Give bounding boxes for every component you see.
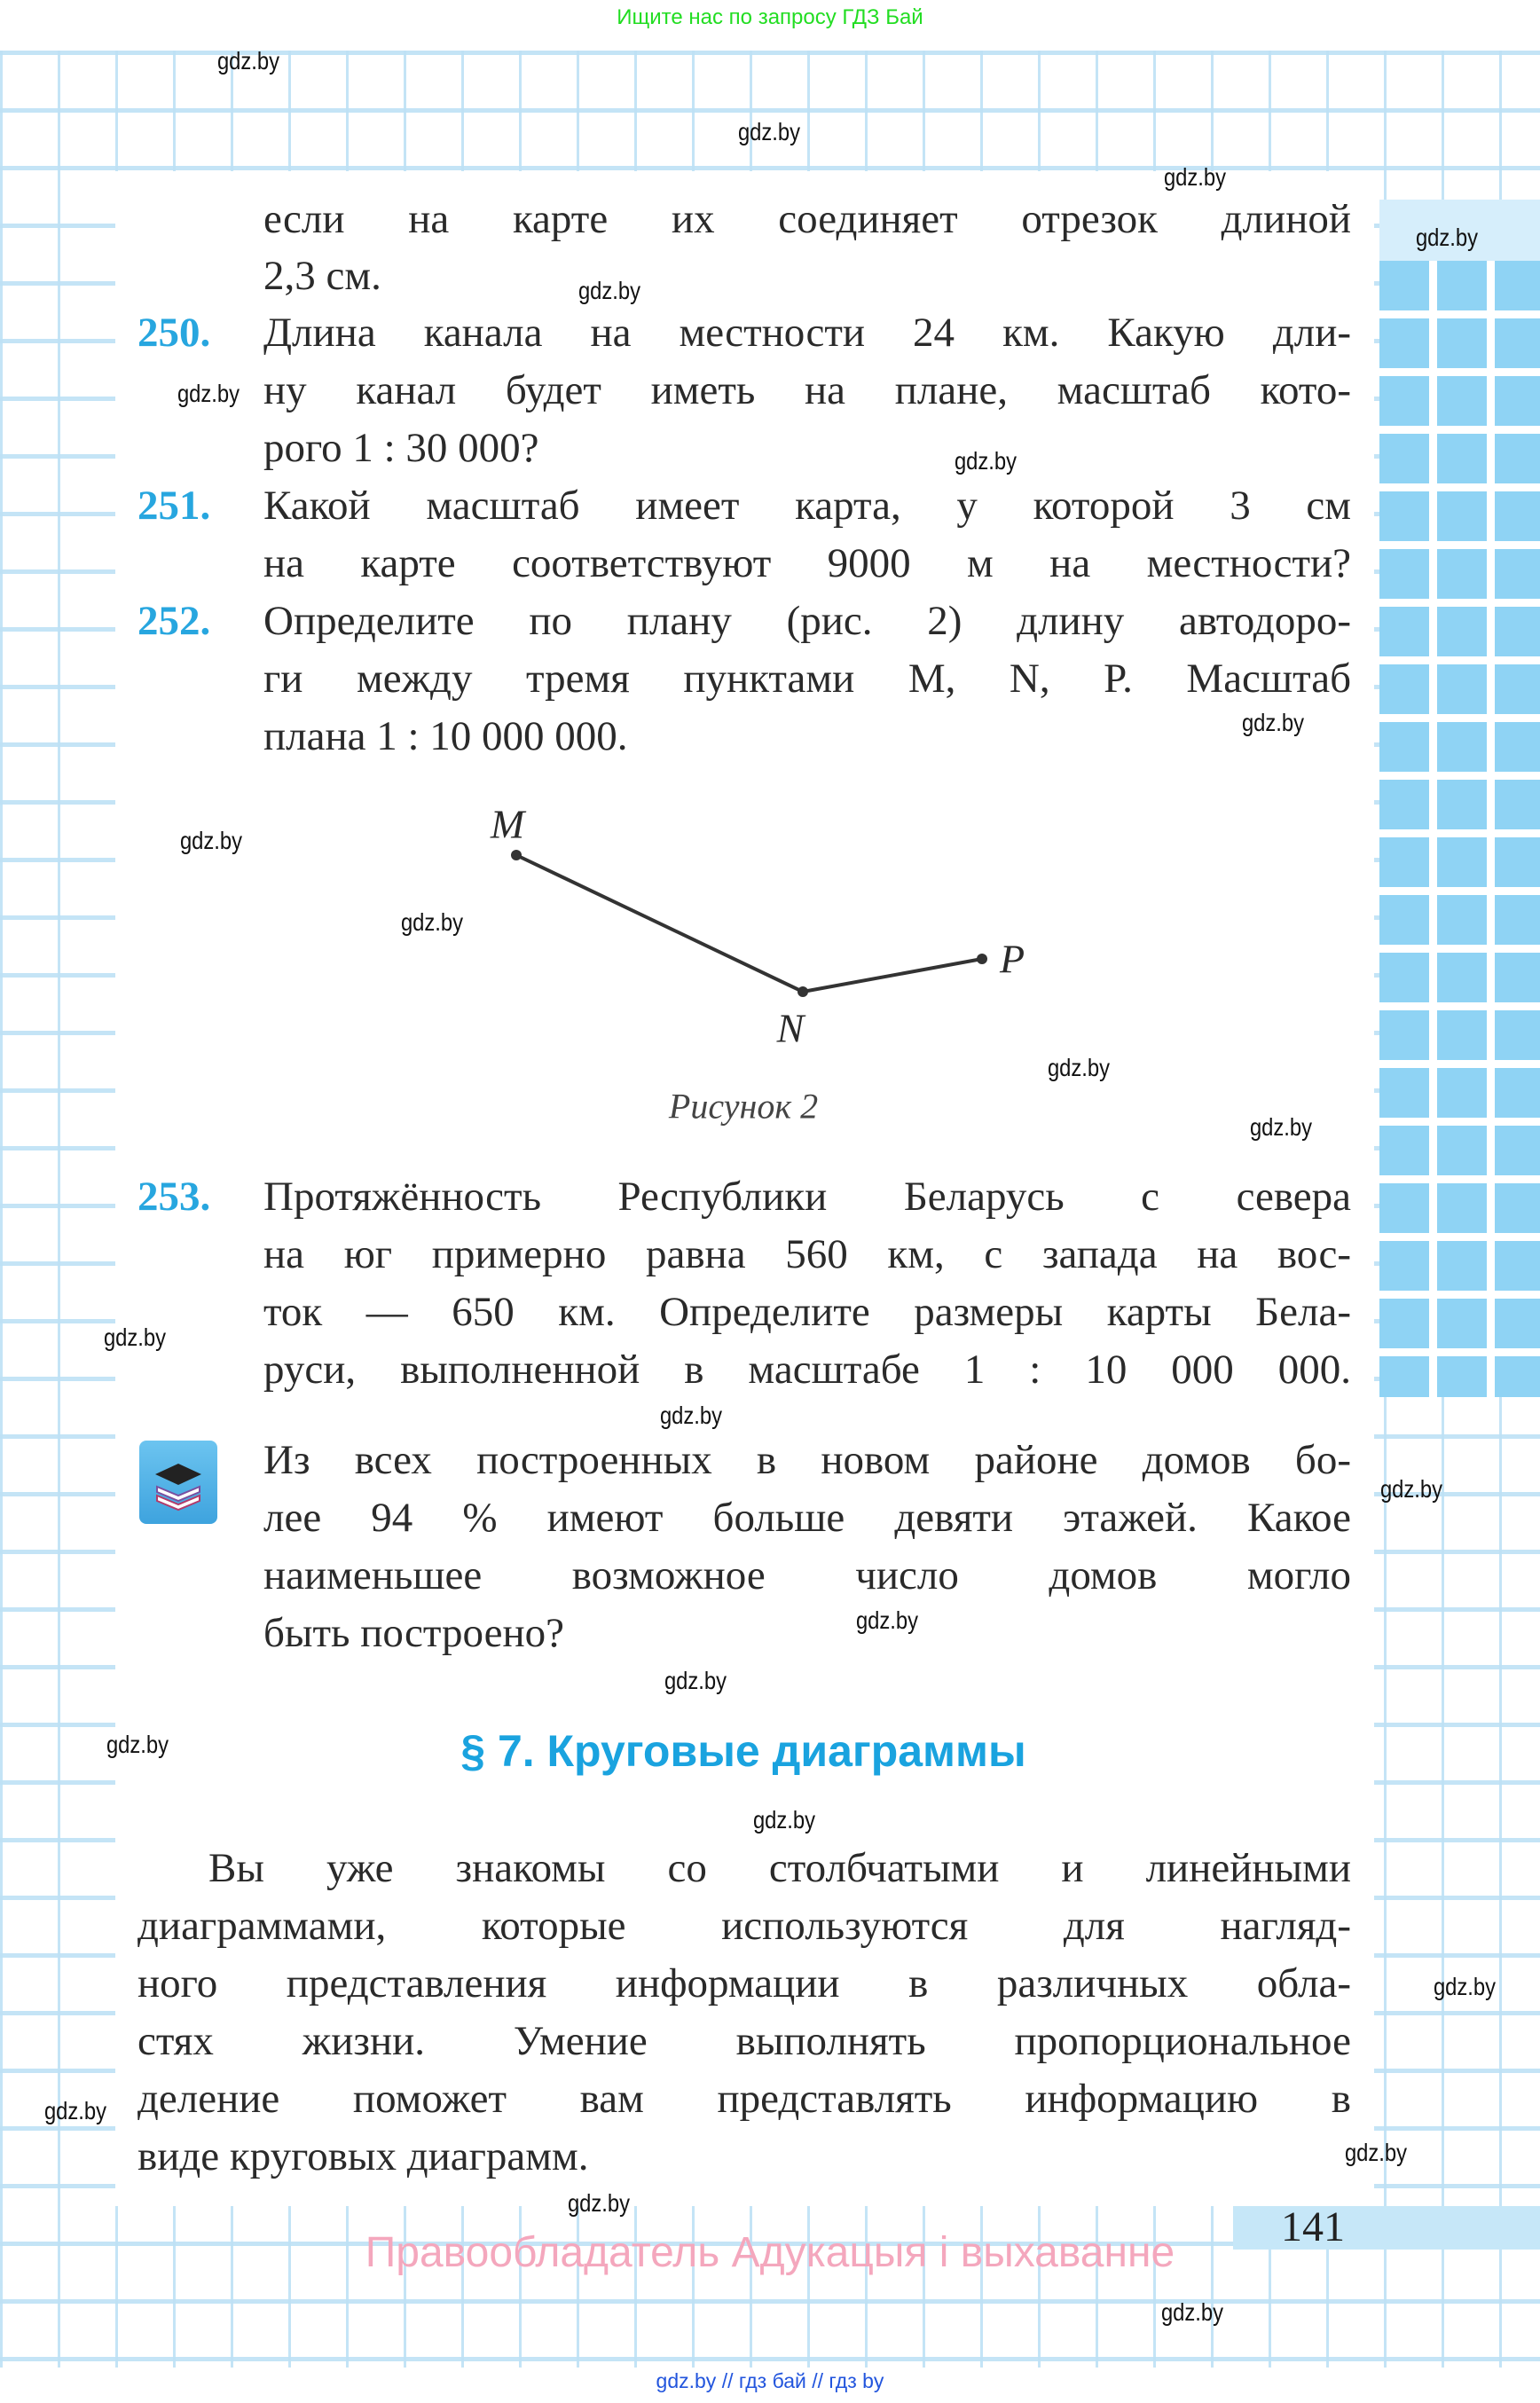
watermark: gdz.by xyxy=(1163,163,1227,191)
watermark: gdz.by xyxy=(737,118,801,145)
watermark: gdz.by xyxy=(43,2097,107,2124)
continuation-line: 2,3 см. xyxy=(263,253,381,299)
watermark: gdz.by xyxy=(1241,709,1305,736)
problem-line: Протяжённость Республики Беларусь с севе… xyxy=(263,1174,1351,1220)
problem-line: плана 1 : 10 000 000. xyxy=(263,713,628,759)
problem-number: 250. xyxy=(138,310,211,356)
watermark: gdz.by xyxy=(1249,1113,1313,1141)
top-banner[interactable]: Ищите нас по запросу ГДЗ Бай xyxy=(617,5,923,29)
problem-line: ги между тремя пунктами M, N, P. Масштаб xyxy=(263,656,1351,702)
paragraph-line: Вы уже знакомы со столбчатыми и линейным… xyxy=(208,1845,1351,1891)
watermark: gdz.by xyxy=(400,908,464,936)
label-n: N xyxy=(776,1005,805,1051)
problem-number: 252. xyxy=(138,598,211,644)
problem-line: Какой масштаб имеет карта, у которой 3 с… xyxy=(263,483,1351,529)
watermark: gdz.by xyxy=(855,1606,919,1634)
problem-line: Определите по плану (рис. 2) длину автод… xyxy=(263,598,1351,644)
problem-number: 251. xyxy=(138,483,211,529)
figure-mnp xyxy=(511,850,987,997)
extra-task-line: быть построено? xyxy=(263,1610,564,1656)
section-heading: § 7. Круговые диаграммы xyxy=(460,1726,1026,1776)
watermark: gdz.by xyxy=(578,277,641,304)
graduation-cap-books-icon xyxy=(139,1441,217,1524)
paragraph-line: деление поможет вам представлять информа… xyxy=(138,2076,1351,2122)
side-tiles xyxy=(1379,261,1540,1397)
problem-line: руси, выполненной в масштабе 1 : 10 000 … xyxy=(263,1347,1351,1393)
extra-task-line: Из всех построенных в новом районе домов… xyxy=(263,1437,1351,1483)
problem-line: ну канал будет иметь на плане, масштаб к… xyxy=(263,367,1351,413)
continuation-line: если на карте их соединяет отрезок длино… xyxy=(263,196,1351,242)
watermark: gdz.by xyxy=(103,1323,167,1351)
watermark: gdz.by xyxy=(106,1731,169,1758)
problem-line: на карте соответствуют 9000 м на местнос… xyxy=(263,540,1351,586)
watermark: gdz.by xyxy=(1433,1973,1497,2000)
watermark: gdz.by xyxy=(179,827,243,854)
extra-task-line: лее 94 % имеют больше девяти этажей. Как… xyxy=(263,1495,1351,1541)
watermark: gdz.by xyxy=(1160,2298,1224,2326)
page-area xyxy=(115,171,1374,2206)
paragraph-line: диаграммами, которые используются для на… xyxy=(138,1903,1351,1949)
watermark: gdz.by xyxy=(1047,1054,1111,1081)
paragraph-line: виде круговых диаграмм. xyxy=(138,2133,589,2179)
watermark: gdz.by xyxy=(954,447,1018,475)
extra-task-line: наименьшее возможное число домов могло xyxy=(263,1552,1351,1598)
watermark: gdz.by xyxy=(177,380,240,407)
watermark: gdz.by xyxy=(752,1806,816,1834)
page-number: 141 xyxy=(1281,2203,1345,2250)
paragraph-line: стях жизни. Умение выполнять пропорциона… xyxy=(138,2018,1351,2064)
page-number-box xyxy=(1233,2206,1540,2250)
side-tiles-light xyxy=(1379,200,1540,261)
point-m xyxy=(511,850,522,860)
route-line xyxy=(515,853,983,994)
watermark: gdz.by xyxy=(1415,224,1479,251)
label-p: P xyxy=(999,936,1025,982)
problem-line: рого 1 : 30 000? xyxy=(263,425,539,471)
watermark: gdz.by xyxy=(216,47,280,75)
paragraph-line: ного представления информации в различны… xyxy=(138,1960,1351,2006)
point-p xyxy=(977,954,987,964)
problem-number: 253. xyxy=(138,1174,211,1220)
watermark: gdz.by xyxy=(567,2189,631,2217)
problem-line: на юг примерно равна 560 км, с запада на… xyxy=(263,1231,1351,1277)
watermark: gdz.by xyxy=(664,1667,727,1694)
problem-line: ток — 650 км. Определите размеры карты Б… xyxy=(263,1289,1351,1335)
watermark: gdz.by xyxy=(1379,1475,1443,1503)
label-m: M xyxy=(490,801,525,847)
problem-line: Длина канала на местности 24 км. Какую д… xyxy=(263,310,1351,356)
footer-links[interactable]: gdz.by // гдз бай // гдз by xyxy=(656,2369,884,2392)
figure-caption: Рисунок 2 xyxy=(668,1086,819,1127)
point-n xyxy=(798,986,808,997)
copyright-notice: Правообладатель Адукацыя і выхаванне xyxy=(365,2229,1175,2276)
watermark: gdz.by xyxy=(1344,2139,1408,2166)
watermark: gdz.by xyxy=(659,1402,723,1429)
